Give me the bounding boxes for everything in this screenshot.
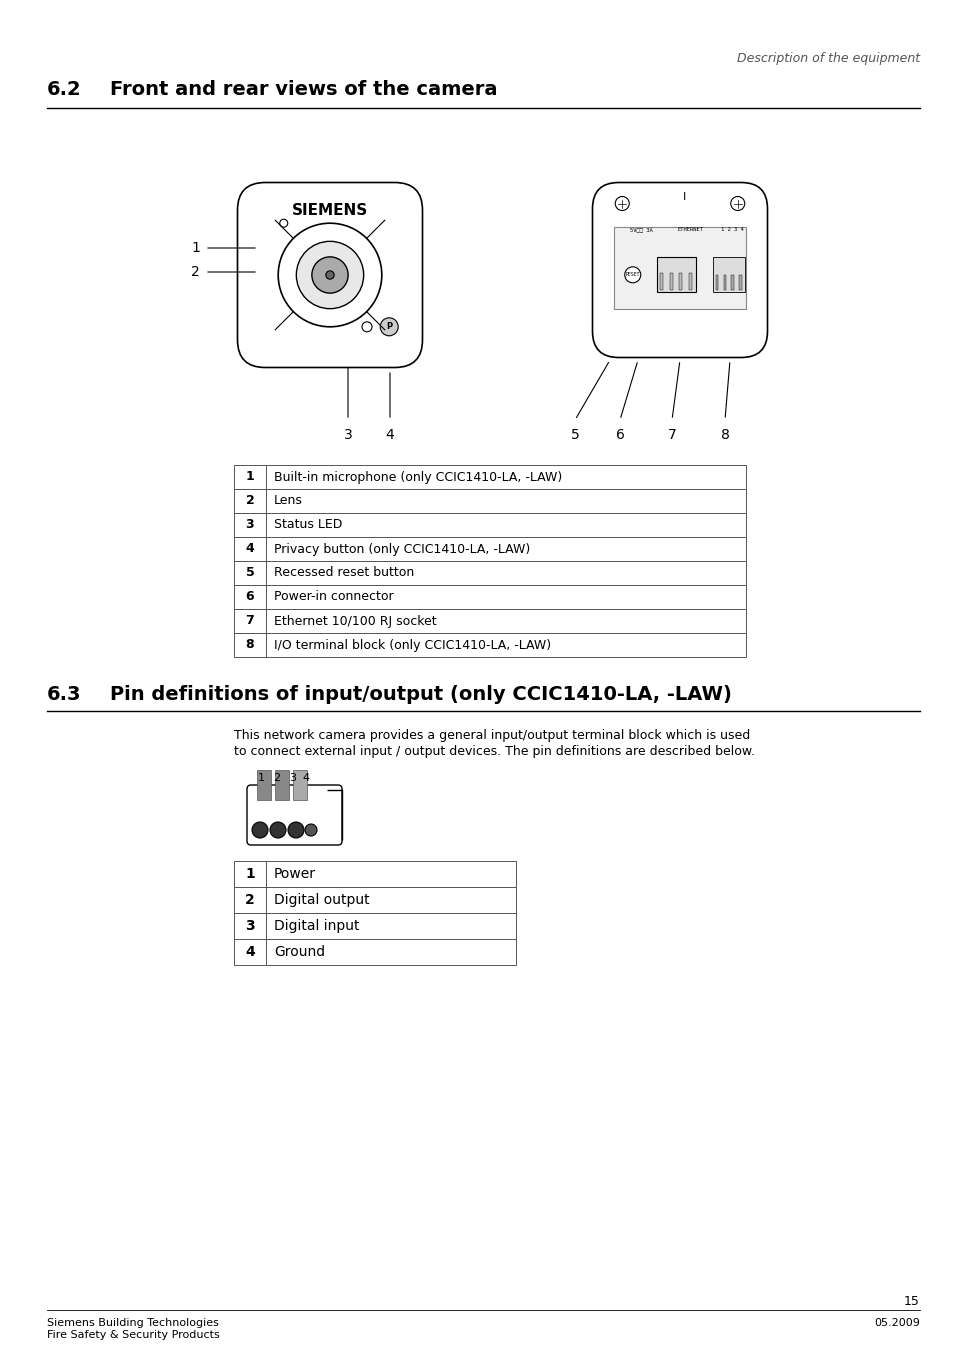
Bar	[731, 274, 733, 290]
Text: 1: 1	[191, 242, 200, 255]
Text: Digital output: Digital output	[274, 892, 369, 907]
Circle shape	[270, 822, 286, 838]
Text: 7: 7	[245, 614, 254, 628]
Text: P: P	[386, 323, 392, 331]
Text: I/O terminal block (only CCIC1410-LA, -LAW): I/O terminal block (only CCIC1410-LA, -L…	[274, 639, 551, 652]
Text: 3: 3	[343, 428, 352, 441]
Text: 1: 1	[245, 471, 254, 483]
Text: 6: 6	[246, 590, 254, 603]
Circle shape	[288, 822, 304, 838]
Text: 4: 4	[385, 428, 394, 441]
Bar	[233, 562, 745, 585]
Bar	[256, 769, 271, 801]
Circle shape	[278, 223, 381, 327]
Text: ETHERNET: ETHERNET	[677, 227, 702, 232]
Text: Privacy button (only CCIC1410-LA, -LAW): Privacy button (only CCIC1410-LA, -LAW)	[274, 543, 530, 555]
Text: 4: 4	[302, 774, 309, 783]
Circle shape	[279, 219, 288, 227]
Text: Digital input: Digital input	[274, 919, 359, 933]
Bar	[233, 861, 516, 887]
Text: SIEMENS: SIEMENS	[292, 202, 368, 217]
Bar	[233, 537, 745, 562]
Text: 05.2009: 05.2009	[873, 1318, 919, 1328]
Text: Description of the equipment: Description of the equipment	[736, 53, 919, 65]
FancyBboxPatch shape	[592, 182, 767, 358]
Text: Ground: Ground	[274, 945, 325, 958]
Text: 15: 15	[903, 1295, 919, 1308]
Bar	[233, 887, 516, 913]
Bar	[715, 274, 718, 290]
Text: Ethernet 10/100 RJ socket: Ethernet 10/100 RJ socket	[274, 614, 436, 628]
Text: RESET: RESET	[625, 273, 639, 277]
Text: 5V□□ 3A: 5V□□ 3A	[630, 227, 652, 232]
Bar	[722, 274, 725, 290]
Text: 1: 1	[245, 867, 254, 882]
Circle shape	[252, 822, 268, 838]
FancyBboxPatch shape	[247, 784, 341, 845]
Text: Status LED: Status LED	[274, 518, 342, 532]
Bar	[233, 464, 745, 489]
Text: 1: 1	[257, 774, 264, 783]
Text: Front and rear views of the camera: Front and rear views of the camera	[110, 80, 497, 99]
Text: 5: 5	[245, 567, 254, 579]
Bar	[233, 633, 745, 657]
Text: Fire Safety & Security Products: Fire Safety & Security Products	[47, 1330, 219, 1341]
Bar	[233, 513, 745, 537]
Bar	[669, 273, 672, 290]
Bar	[688, 273, 691, 290]
Bar	[233, 940, 516, 965]
Text: Recessed reset button: Recessed reset button	[274, 567, 414, 579]
Bar	[659, 273, 662, 290]
Bar	[657, 258, 695, 293]
Bar	[233, 489, 745, 513]
Bar	[233, 609, 745, 633]
Text: 4: 4	[245, 543, 254, 555]
Text: 7: 7	[667, 428, 676, 441]
Text: 1 2 3 4: 1 2 3 4	[720, 227, 743, 232]
Text: Built-in microphone (only CCIC1410-LA, -LAW): Built-in microphone (only CCIC1410-LA, -…	[274, 471, 561, 483]
Text: 8: 8	[720, 428, 729, 441]
Text: Lens: Lens	[274, 494, 302, 508]
Text: 5: 5	[570, 428, 578, 441]
Text: to connect external input / output devices. The pin definitions are described be: to connect external input / output devic…	[233, 745, 754, 757]
Circle shape	[296, 242, 363, 309]
Bar	[293, 769, 307, 801]
Circle shape	[361, 321, 372, 332]
Bar	[713, 258, 744, 293]
Text: 3: 3	[245, 919, 254, 933]
Bar	[233, 585, 745, 609]
Text: 4: 4	[245, 945, 254, 958]
Circle shape	[624, 267, 640, 282]
Text: Power: Power	[274, 867, 315, 882]
FancyBboxPatch shape	[237, 182, 422, 367]
Circle shape	[312, 256, 348, 293]
Bar	[739, 274, 741, 290]
Circle shape	[615, 197, 629, 211]
Bar	[679, 273, 681, 290]
Text: Pin definitions of input/output (only CCIC1410-LA, -LAW): Pin definitions of input/output (only CC…	[110, 684, 731, 703]
Bar	[614, 227, 745, 309]
Text: 6.3: 6.3	[47, 684, 81, 703]
Text: 6: 6	[615, 428, 624, 441]
Bar	[274, 769, 289, 801]
Circle shape	[326, 271, 334, 279]
Bar	[233, 913, 516, 940]
Text: This network camera provides a general input/output terminal block which is used: This network camera provides a general i…	[233, 729, 749, 742]
Circle shape	[730, 197, 744, 211]
Circle shape	[380, 317, 397, 336]
Text: 3: 3	[246, 518, 254, 532]
Text: 2: 2	[191, 265, 200, 279]
Text: 2: 2	[274, 774, 280, 783]
Text: 2: 2	[245, 892, 254, 907]
Text: 2: 2	[245, 494, 254, 508]
Text: 8: 8	[246, 639, 254, 652]
Text: Power-in connector: Power-in connector	[274, 590, 394, 603]
Circle shape	[305, 824, 316, 836]
Text: 6.2: 6.2	[47, 80, 82, 99]
Text: 3: 3	[289, 774, 296, 783]
Text: I: I	[682, 192, 686, 201]
Text: Siemens Building Technologies: Siemens Building Technologies	[47, 1318, 218, 1328]
